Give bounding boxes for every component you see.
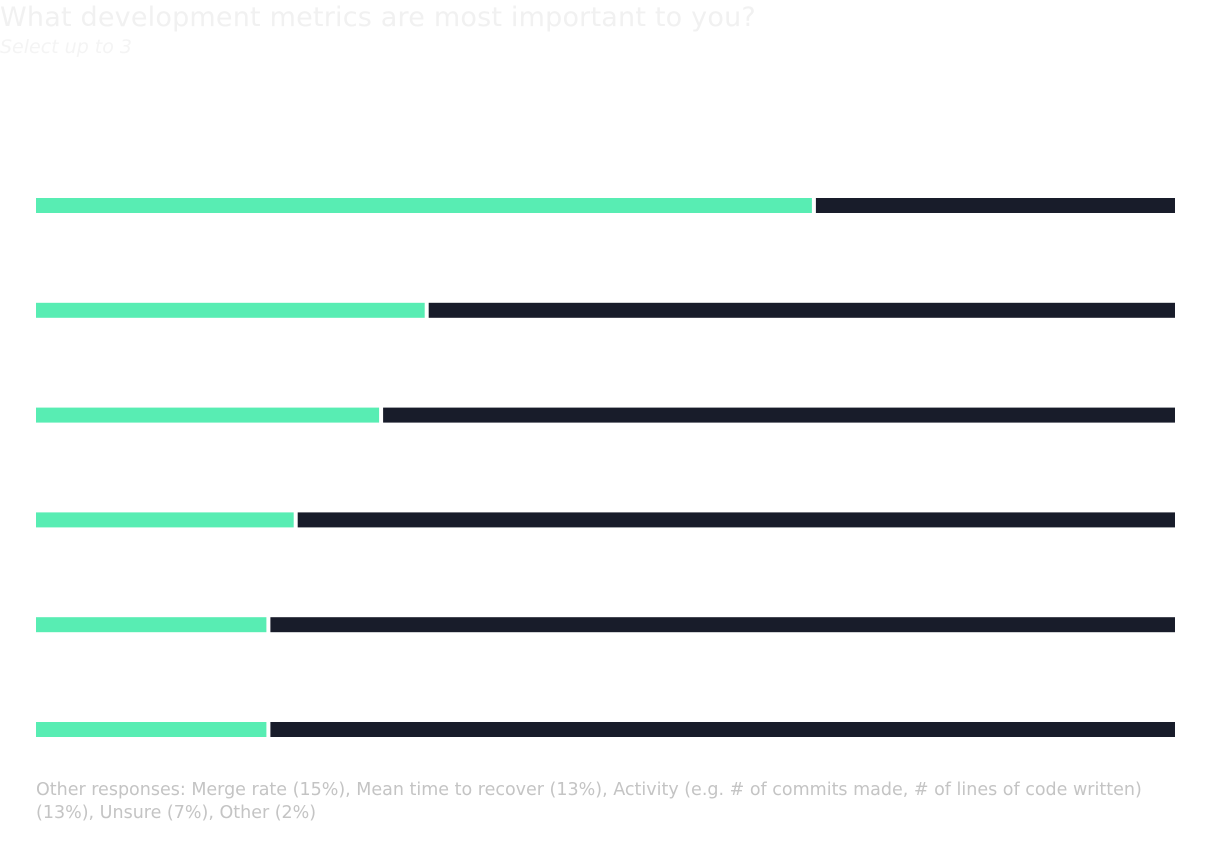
chart-title: What development metrics are most import…: [0, 2, 756, 33]
bar-selected-segment: [36, 722, 267, 737]
bar-selected-segment: [36, 302, 425, 318]
other-responses-footnote: Other responses: Merge rate (15%), Mean …: [36, 780, 1142, 823]
bar-remainder-segment: [297, 512, 1175, 528]
bar-selected-segment: [36, 512, 294, 528]
bar-selected-segment: [36, 617, 267, 633]
bar-remainder-segment: [815, 198, 1175, 213]
bar-remainder-segment: [270, 722, 1175, 737]
bar-remainder-segment: [383, 407, 1176, 423]
bar-selected-segment: [36, 407, 380, 423]
bar-remainder-segment: [270, 617, 1175, 633]
bar-selected-segment: [36, 198, 812, 213]
bar-remainder-segment: [428, 302, 1175, 318]
chart-subtitle: Select up to 3: [0, 36, 132, 58]
